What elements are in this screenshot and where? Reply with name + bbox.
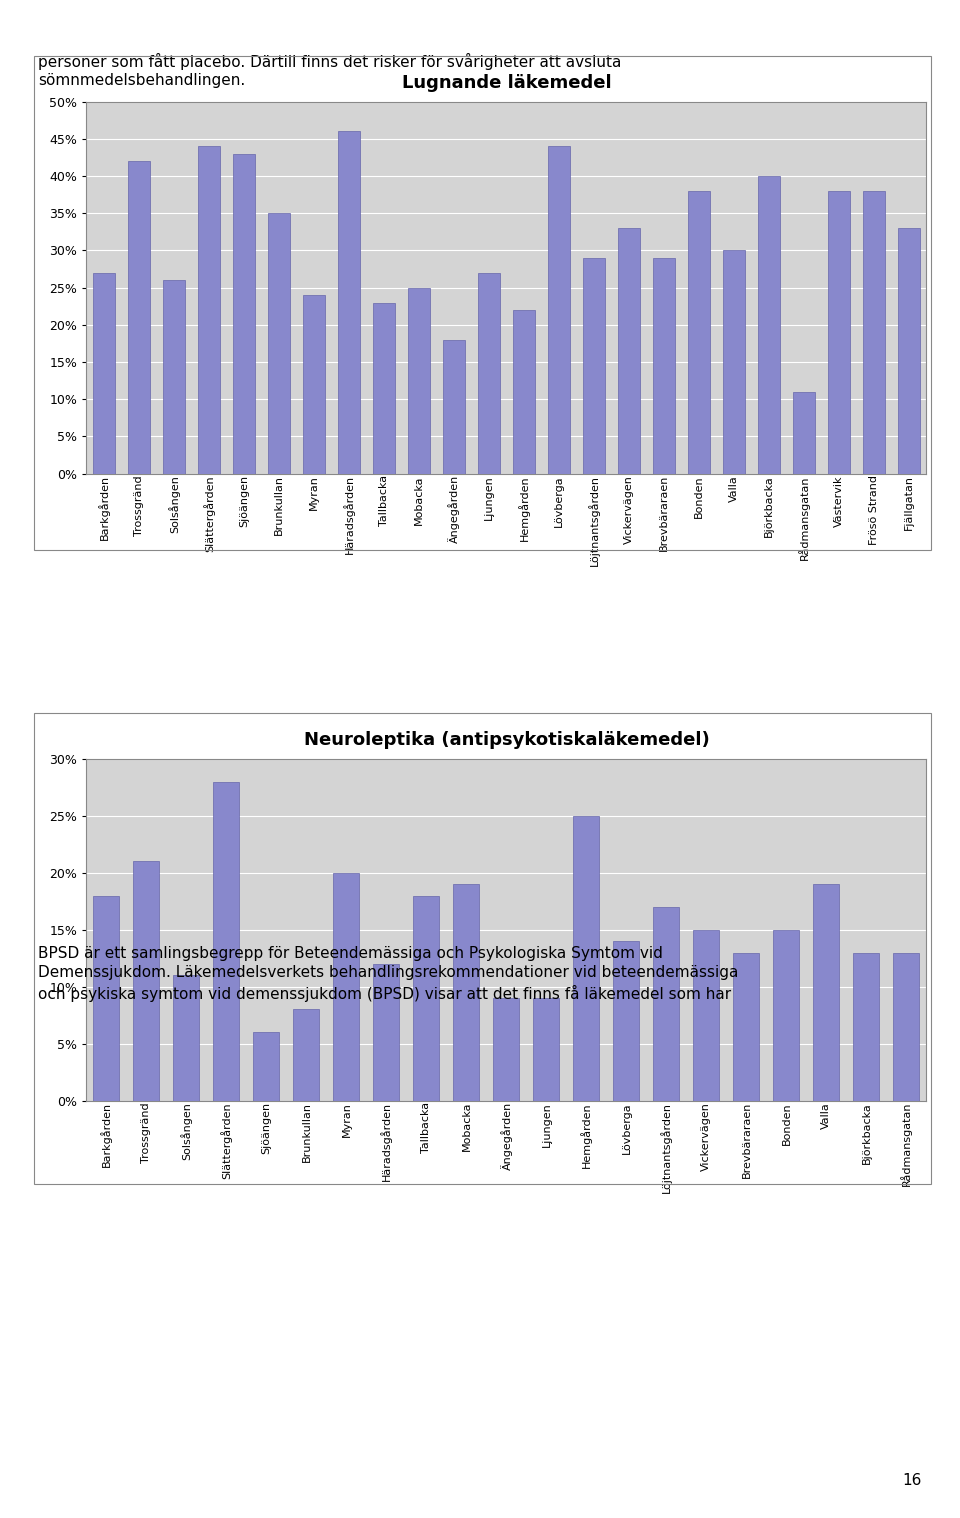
Bar <box>92 273 115 474</box>
Bar <box>268 213 290 474</box>
Bar <box>408 288 430 474</box>
Bar <box>757 176 780 474</box>
Bar <box>613 941 639 1101</box>
Bar <box>813 883 839 1101</box>
Bar <box>723 250 745 474</box>
Bar <box>453 883 479 1101</box>
Bar <box>232 153 255 474</box>
Bar <box>213 782 239 1101</box>
Text: Demenssjukdom. Läkemedelsverkets behandlingsrekommendationer vid beteendemässiga: Demenssjukdom. Läkemedelsverkets behandl… <box>38 965 739 981</box>
Bar <box>793 392 815 474</box>
Bar <box>333 873 359 1101</box>
Text: 16: 16 <box>902 1472 922 1488</box>
Bar <box>653 258 675 474</box>
Bar <box>853 953 879 1101</box>
Bar <box>862 191 885 474</box>
Bar <box>493 999 519 1101</box>
Bar <box>253 1032 279 1101</box>
Bar <box>198 146 220 474</box>
Bar <box>898 228 921 474</box>
Title: Neuroleptika (antipsykotiskaläkemedel): Neuroleptika (antipsykotiskaläkemedel) <box>303 732 709 748</box>
Bar <box>654 906 680 1101</box>
Bar <box>443 340 466 474</box>
Bar <box>617 228 640 474</box>
Bar <box>372 302 396 474</box>
Bar <box>162 281 185 474</box>
Text: och psykiska symtom vid demenssjukdom (BPSD) visar att det finns få läkemedel so: och psykiska symtom vid demenssjukdom (B… <box>38 985 732 1002</box>
Bar <box>693 929 719 1101</box>
Bar <box>573 817 599 1101</box>
Bar <box>687 191 710 474</box>
Bar <box>894 953 920 1101</box>
Bar <box>174 975 200 1101</box>
Bar <box>477 273 500 474</box>
Bar <box>513 310 536 474</box>
Bar <box>338 132 360 474</box>
Bar <box>93 896 119 1101</box>
Bar <box>133 861 159 1101</box>
Bar <box>373 964 399 1101</box>
Bar <box>534 999 560 1101</box>
Bar <box>302 294 325 474</box>
Title: Lugnande läkemedel: Lugnande läkemedel <box>401 74 612 91</box>
Text: personer som fått placebo. Därtill finns det risker för svårigheter att avsluta: personer som fått placebo. Därtill finns… <box>38 53 622 70</box>
Bar <box>583 258 605 474</box>
Text: BPSD är ett samlingsbegrepp för Beteendemässiga och Psykologiska Symtom vid: BPSD är ett samlingsbegrepp för Beteende… <box>38 946 663 961</box>
Bar <box>733 953 759 1101</box>
Bar <box>774 929 800 1101</box>
Bar <box>547 146 570 474</box>
Bar <box>128 161 151 474</box>
Bar <box>294 1009 320 1101</box>
Bar <box>414 896 440 1101</box>
Bar <box>828 191 851 474</box>
Text: sömnmedelsbehandlingen.: sömnmedelsbehandlingen. <box>38 73 246 88</box>
